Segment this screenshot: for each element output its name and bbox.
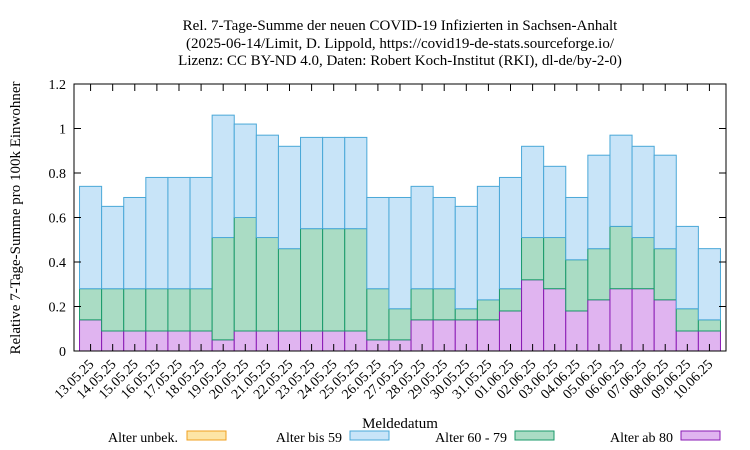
bar-segment xyxy=(123,196,147,290)
bar-segment xyxy=(189,288,213,332)
y-tick-label: 0.2 xyxy=(49,301,67,316)
legend-swatch xyxy=(680,430,721,441)
bar-segment xyxy=(410,185,434,290)
y-axis: 0 0.2 0.4 0.6 0.8 1 1.2 xyxy=(49,78,726,360)
bar-segment xyxy=(653,299,677,352)
title-line: Lizenz: CC BY-ND 4.0, Daten: Robert Koch… xyxy=(178,53,622,69)
legend-swatch xyxy=(514,430,555,441)
bar-segment xyxy=(521,145,545,239)
bar-segment xyxy=(322,136,346,230)
bar-segment xyxy=(167,288,191,332)
bar-segment xyxy=(454,308,478,321)
y-tick-label: 1.2 xyxy=(49,78,67,93)
legend-label: Alter ab 80 xyxy=(610,431,673,446)
bar-segment xyxy=(211,114,235,239)
legend-label: Alter bis 59 xyxy=(276,431,342,446)
bar-segment xyxy=(233,217,257,332)
bar-segment xyxy=(587,248,611,301)
bar-segment xyxy=(189,176,213,290)
bar-segment xyxy=(322,228,346,332)
chart-title: Rel. 7-Tage-Summe der neuen COVID-19 Inf… xyxy=(178,18,622,69)
bar-segment xyxy=(631,288,655,352)
bar-segment xyxy=(521,237,545,281)
bar-segment xyxy=(300,136,324,230)
bar-segment xyxy=(697,319,721,332)
bar-segment xyxy=(145,288,169,332)
bar-segment xyxy=(277,145,302,250)
bar-segment xyxy=(675,308,699,332)
x-axis-label: Meldedatum xyxy=(362,416,438,432)
bar-segment xyxy=(609,225,633,290)
bar-segment xyxy=(631,145,655,239)
title-line: (2025-06-14/Limit, D. Lippold, https://c… xyxy=(186,36,615,52)
bar-segment xyxy=(388,308,412,341)
bar-segment xyxy=(255,237,279,332)
y-tick-label: 0.6 xyxy=(49,212,67,227)
bar-segment xyxy=(79,185,103,290)
x-axis: 13.05.2514.05.2515.05.2516.05.2517.05.25… xyxy=(52,84,716,402)
bar-segment xyxy=(101,288,125,332)
bar-segment xyxy=(697,248,721,321)
bar-segment xyxy=(432,196,456,290)
bar-segment xyxy=(366,288,390,341)
legend-label: Alter 60 - 79 xyxy=(435,431,507,446)
bar-segment xyxy=(344,136,368,230)
y-axis-label: Relative 7-Tage-Summe pro 100k Einwohner xyxy=(8,81,24,354)
bar-segment xyxy=(167,176,191,290)
bar-segment xyxy=(79,288,103,321)
title-line: Rel. 7-Tage-Summe der neuen COVID-19 Inf… xyxy=(183,18,618,34)
bar-segment xyxy=(366,196,390,290)
y-tick-label: 0 xyxy=(59,345,66,360)
bar-segment xyxy=(521,279,545,352)
bar-segment xyxy=(543,165,567,239)
bar-segment xyxy=(277,248,302,332)
bar-segment xyxy=(653,248,677,301)
bar-segment xyxy=(388,196,412,310)
bar-segment xyxy=(145,176,169,290)
bar-segment xyxy=(587,154,611,250)
bar-segment xyxy=(565,196,589,261)
y-tick-label: 0.8 xyxy=(49,167,67,182)
bar-segment xyxy=(498,176,523,290)
bar-segment xyxy=(631,237,655,290)
bar-segment xyxy=(233,123,257,218)
bar-segment xyxy=(300,228,324,332)
bars xyxy=(79,114,721,352)
legend: Alter unbek. Alter bis 59 Alter 60 - 79 Alt… xyxy=(108,430,721,446)
bar-segment xyxy=(675,225,699,310)
bar-segment xyxy=(344,228,368,332)
bar-segment xyxy=(565,259,589,312)
bar-segment xyxy=(543,288,567,352)
legend-swatch xyxy=(349,430,390,441)
bar-segment xyxy=(432,288,456,321)
bar-segment xyxy=(476,299,500,321)
legend-label: Alter unbek. xyxy=(108,431,178,446)
bar-segment xyxy=(211,237,235,341)
bar-segment xyxy=(653,154,677,250)
bar-segment xyxy=(543,237,567,290)
bar-segment xyxy=(609,288,633,352)
bar-segment xyxy=(609,134,633,227)
bar-segment xyxy=(587,299,611,352)
bar-segment xyxy=(255,134,279,239)
bar-segment xyxy=(454,205,478,310)
plot-frame xyxy=(73,83,727,352)
y-tick-label: 1 xyxy=(59,123,66,138)
y-tick-label: 0.4 xyxy=(49,256,67,271)
bar-segment xyxy=(498,288,523,312)
bar-segment xyxy=(410,288,434,321)
bar-segment xyxy=(476,185,500,301)
bar-segment xyxy=(123,288,147,332)
legend-swatch xyxy=(186,430,227,441)
bar-segment xyxy=(101,205,125,290)
